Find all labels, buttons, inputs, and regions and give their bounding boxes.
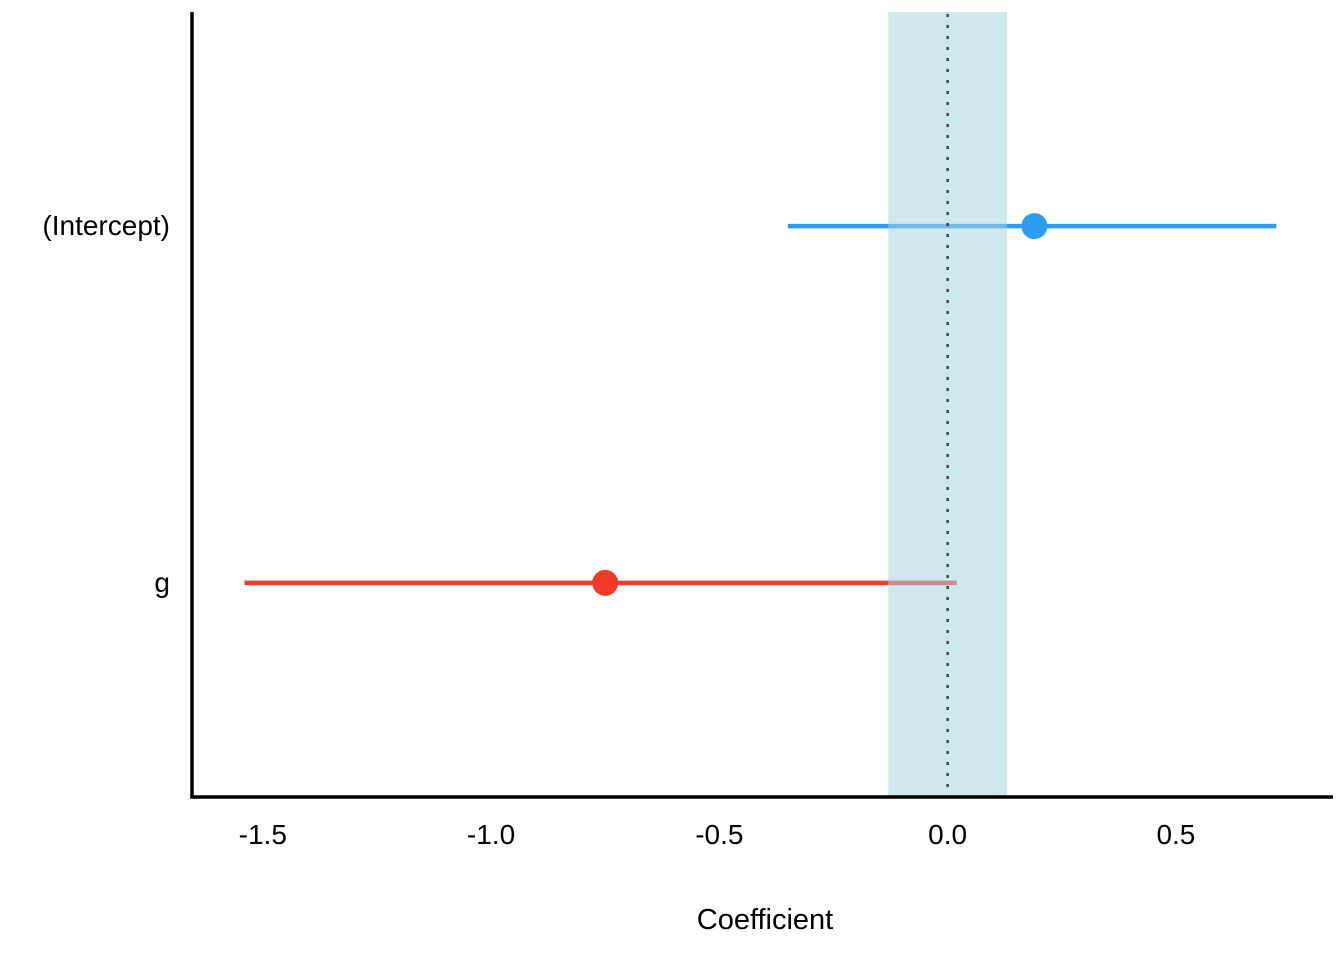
x-tick-label-neg1p0: -1.0 [466, 819, 516, 850]
x-axis-title: Coefficient [696, 904, 834, 936]
zero-effect-band [888, 12, 1007, 797]
y-axis-label-intercept: (Intercept) [42, 210, 170, 242]
axis-lines [190, 12, 1333, 799]
x-tick-label-neg0p5: -0.5 [695, 819, 744, 850]
y-axis-label-g: g [154, 566, 170, 598]
estimate-point-g [592, 569, 619, 596]
x-tick-label-neg1p5: -1.5 [238, 819, 287, 850]
estimate-point-intercept [1021, 213, 1048, 240]
x-tick-label-0p0: 0.0 [928, 819, 968, 850]
x-tick-label-0p5: 0.5 [1156, 819, 1196, 850]
